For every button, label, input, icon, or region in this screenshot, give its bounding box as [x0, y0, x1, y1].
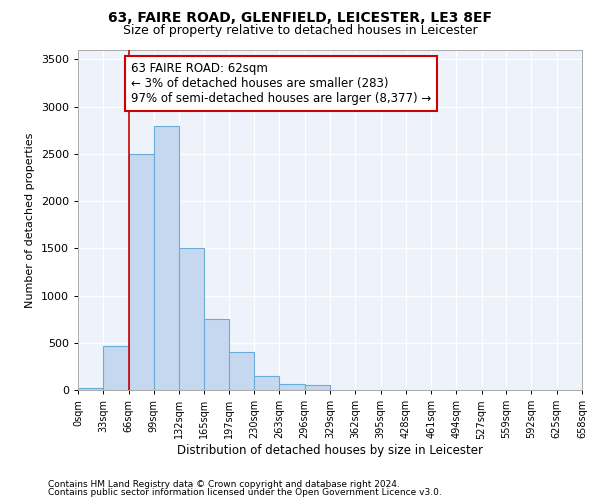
Bar [103, 346, 128, 390]
Bar [254, 376, 280, 390]
Bar [305, 386, 330, 390]
Text: Contains HM Land Registry data © Crown copyright and database right 2024.: Contains HM Land Registry data © Crown c… [48, 480, 400, 489]
Bar [280, 384, 305, 390]
Bar [78, 388, 103, 390]
Text: Size of property relative to detached houses in Leicester: Size of property relative to detached ho… [122, 24, 478, 37]
Bar [179, 248, 205, 390]
Bar [205, 319, 229, 390]
Text: 63 FAIRE ROAD: 62sqm
← 3% of detached houses are smaller (283)
97% of semi-detac: 63 FAIRE ROAD: 62sqm ← 3% of detached ho… [131, 62, 431, 106]
Bar [154, 126, 179, 390]
Bar [229, 352, 254, 390]
Bar [128, 154, 154, 390]
X-axis label: Distribution of detached houses by size in Leicester: Distribution of detached houses by size … [177, 444, 483, 457]
Text: 63, FAIRE ROAD, GLENFIELD, LEICESTER, LE3 8EF: 63, FAIRE ROAD, GLENFIELD, LEICESTER, LE… [108, 11, 492, 25]
Text: Contains public sector information licensed under the Open Government Licence v3: Contains public sector information licen… [48, 488, 442, 497]
Y-axis label: Number of detached properties: Number of detached properties [25, 132, 35, 308]
